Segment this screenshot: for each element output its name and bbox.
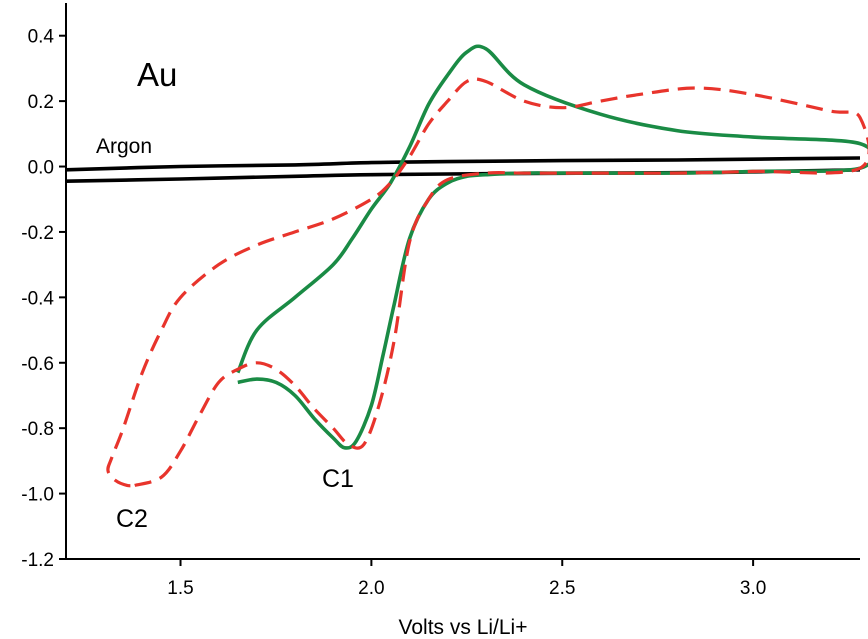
y-axis-ticks: 0.4 0.2 0.0 -0.2 -0.4 -0.6 -0.8 -1.0 -1.2 — [21, 27, 66, 571]
y-tick-label: -0.6 — [21, 354, 54, 375]
y-tick-label: -0.2 — [21, 223, 54, 244]
annotation-c1: C1 — [322, 465, 354, 493]
annotation-au: Au — [137, 56, 177, 93]
y-tick-label: -0.4 — [21, 288, 54, 309]
y-tick-label: 0.4 — [28, 27, 55, 48]
x-tick-label: 3.0 — [740, 578, 766, 599]
y-tick-label: 0.2 — [28, 92, 54, 113]
annotation-c2: C2 — [116, 505, 148, 533]
series-line-1 — [65, 156, 861, 172]
x-tick-label: 2.0 — [358, 578, 384, 599]
series-line-4 — [106, 77, 868, 488]
x-tick-label: 2.5 — [549, 578, 575, 599]
x-tick-label: 1.5 — [167, 578, 193, 599]
y-tick-label: -1.2 — [21, 550, 54, 571]
y-tick-label: 0.0 — [28, 158, 54, 179]
x-axis-title: Volts vs Li/Li+ — [399, 616, 528, 639]
x-axis-ticks: 1.5 2.0 2.5 3.0 — [167, 559, 766, 599]
series-layer — [65, 44, 868, 488]
y-tick-label: -1.0 — [21, 485, 54, 506]
annotation-argon: Argon — [96, 135, 152, 158]
y-tick-label: -0.8 — [21, 419, 54, 440]
